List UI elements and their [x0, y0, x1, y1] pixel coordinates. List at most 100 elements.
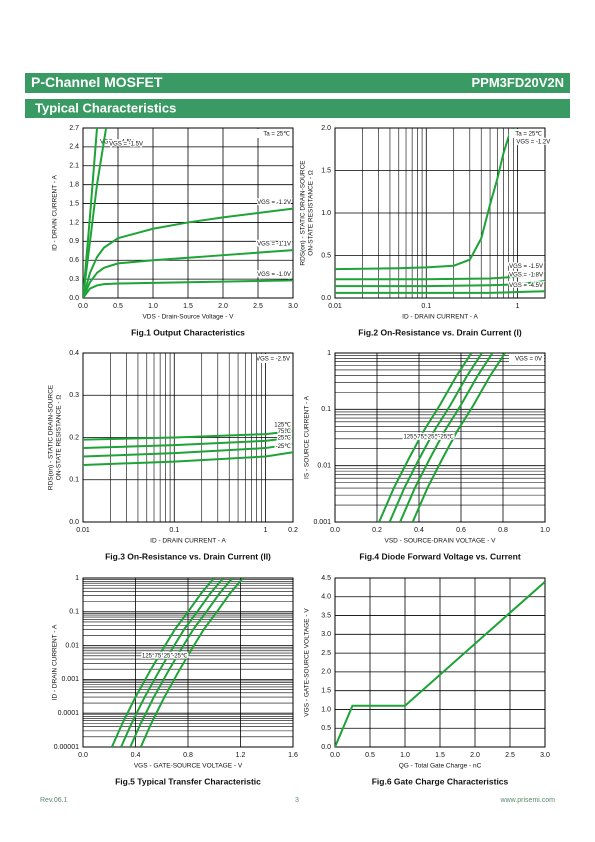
section-bar [25, 99, 570, 118]
plot-frame [334, 127, 546, 299]
series-line [335, 290, 545, 294]
header-title: P-Channel MOSFET [31, 74, 163, 90]
x-tick-label: 1 [516, 303, 520, 310]
x-tick-label: 1.5 [435, 752, 445, 759]
page-number: 3 [295, 797, 299, 804]
y-tick-label: 0.0 [69, 295, 79, 302]
x-tick-label: 0.0 [78, 303, 88, 310]
series-label: VGS = -1.2V [516, 140, 550, 146]
y-tick-label: 1.8 [69, 182, 79, 189]
y-tick-label: 1.5 [321, 688, 331, 695]
plot-frame [82, 577, 294, 748]
chart-title: Fig.4 Diode Forward Voltage vs. Current [359, 551, 521, 561]
chart: 0.0 0.5 1.0 1.5 2.0 2.5 3.0 0.0 0.3 0.6 0.9 1.2 1.5 1… [52, 125, 298, 337]
series-line [335, 280, 545, 288]
y-tick-label: 0.001 [61, 676, 79, 683]
x-tick-label: 0.4 [414, 527, 424, 534]
series-line [335, 581, 545, 747]
y-tick-label: 1 [327, 350, 331, 357]
series-line [83, 430, 293, 441]
x-axis-label: VGS - GATE-SOURCE VOLTAGE - V [134, 763, 243, 770]
chart-title: Fig.6 Gate Charge Characteristics [372, 776, 509, 786]
x-tick-label: 0.0 [330, 527, 340, 534]
y-tick-label: 3.5 [321, 612, 331, 619]
annotation-bg [509, 129, 544, 138]
series-line [411, 353, 506, 522]
series-label: VGS = -4.5V [509, 283, 543, 289]
y-tick-label: 0.001 [313, 519, 331, 526]
y-tick-label: 2.1 [69, 163, 79, 170]
plot-frame [82, 127, 294, 299]
part-number: PPM3FD20V2N [472, 75, 564, 90]
x-tick-label: 0.8 [183, 752, 193, 759]
y-tick-label: 4.5 [321, 575, 331, 582]
plot-frame [334, 577, 546, 748]
y-axis-label: ID - DRAIN CURRENT - A [52, 174, 59, 250]
website: www.prisemi.com [500, 797, 556, 804]
series-line [83, 128, 98, 298]
annotation-bg [257, 354, 292, 363]
y-tick-label: 2.0 [321, 125, 331, 132]
annotation-bg [509, 354, 544, 363]
series-label: VGS = -1.8V [509, 273, 543, 279]
series-line [83, 442, 293, 458]
y-tick-label: 0.9 [69, 238, 79, 245]
y-tick-label: 0.0001 [58, 710, 80, 717]
y-tick-label: 3.0 [321, 631, 331, 638]
y-tick-label: 0.6 [69, 257, 79, 264]
y-tick-label: 0.3 [69, 392, 79, 399]
y-tick-label: 0.0 [321, 744, 331, 751]
series-label: VGS = -4.5V [100, 140, 134, 146]
series-label: 125℃ [274, 423, 291, 429]
x-tick-label: 3.0 [288, 303, 298, 310]
header-bar [25, 73, 570, 93]
annotation: Ta = 25℃ [515, 132, 542, 138]
series-line [83, 207, 293, 298]
chart-title: Fig.5 Typical Transfer Characteristic [115, 776, 261, 786]
series-label: 125℃ [142, 653, 159, 659]
x-tick-label: 0.01 [76, 527, 90, 534]
y-axis-label: RDS(on) - STATIC DRAIN-SOURCE [48, 384, 55, 490]
series-label: VGS = -1.0V [257, 272, 291, 278]
x-axis-label: QG - Total Gate Charge - nC [399, 763, 482, 770]
x-axis-label: VSD - SOURCE-DRAIN VOLTAGE - V [385, 538, 497, 545]
x-axis-label: ID - DRAIN CURRENT - A [150, 538, 226, 545]
series-label: 75℃ [417, 434, 431, 440]
x-tick-label: 2.0 [218, 303, 228, 310]
series-label: VGS = -1.5V [109, 142, 143, 148]
chart: 0.0 0.5 1.0 1.5 2.0 2.5 3.0 0.0 0.5 1.0 1.5 2.0 2.5 3… [304, 575, 550, 786]
x-tick-label: 1 [264, 527, 268, 534]
y-tick-label: 4.0 [321, 594, 331, 601]
y-tick-label: 0.00001 [54, 744, 79, 751]
series-label: 75℃ [278, 429, 292, 435]
plot-frame [334, 352, 546, 523]
x-tick-label: 1.6 [288, 752, 298, 759]
y-tick-label: 1 [75, 575, 79, 582]
chart-title: Fig.1 Output Characteristics [131, 327, 245, 337]
chart: 0.0 0.4 0.8 1.2 1.6 0.00001 0.0001 0.001 0.01 0.1… [52, 575, 298, 786]
x-tick-label: 0.1 [421, 303, 431, 310]
chart: 0.01 0.1 1 0.0 0.5 1.0 1.5 2.0 VGS = -1.2V VGS = … [300, 125, 552, 337]
series-line [129, 578, 234, 747]
series-label: VGS = -1.5V [509, 264, 543, 270]
x-tick-label: 2.5 [253, 303, 263, 310]
x-tick-label: 0.4 [131, 752, 141, 759]
y-tick-label: 0.0 [321, 295, 331, 302]
y-tick-label: 0.0 [69, 519, 79, 526]
annotation: VGS = 0V [515, 357, 542, 363]
y-axis-label: IS - SOURCE CURRENT - A [304, 395, 311, 479]
x-tick-label: 1.0 [400, 752, 410, 759]
series-line [378, 353, 473, 522]
series-line [83, 249, 293, 298]
chart: 0.01 0.1 1 0.2 0.0 0.1 0.2 0.3 0.4 125℃75℃25℃ -25℃… [48, 350, 298, 561]
x-tick-label: 0.6 [456, 527, 466, 534]
series-line [388, 353, 483, 522]
series-label: -25℃ [438, 434, 454, 440]
y-axis-label: ID - DRAIN CURRENT - A [52, 624, 59, 700]
x-tick-label: 1.0 [148, 303, 158, 310]
x-tick-label: 1.5 [183, 303, 193, 310]
x-axis-label: VDS - Drain-Source Voltage - V [142, 314, 234, 321]
x-tick-label: 0.1 [169, 527, 179, 534]
x-axis-label: ID - DRAIN CURRENT - A [402, 314, 478, 321]
